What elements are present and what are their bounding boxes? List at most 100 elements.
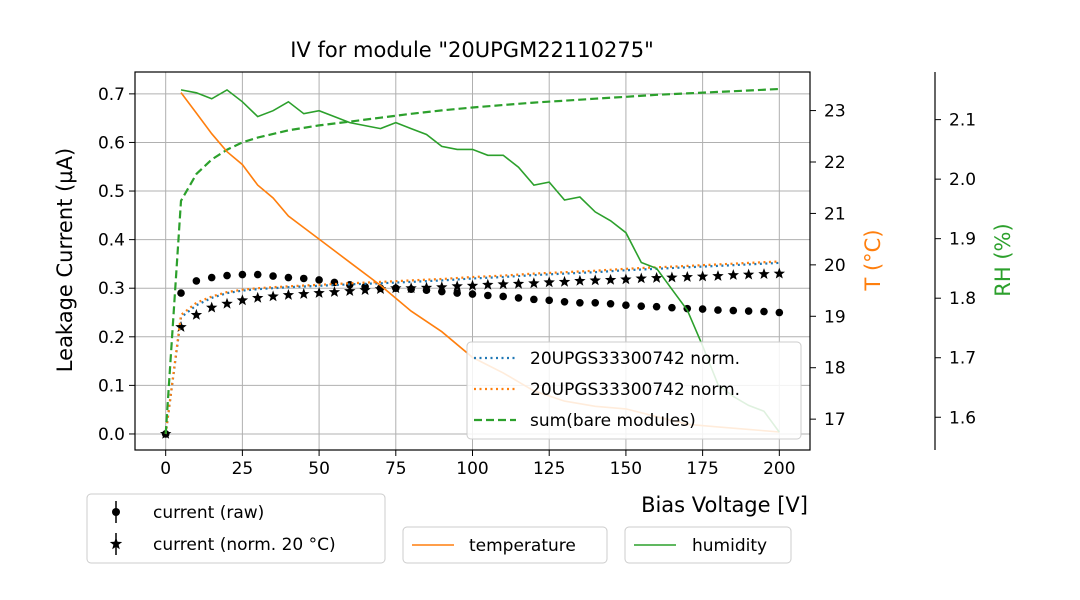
series-1-point [758, 268, 770, 279]
legend-entry: 20UPGS33300742 norm. [530, 380, 740, 400]
series-1-point [420, 281, 433, 293]
series-0-point [760, 307, 768, 316]
series-1-point [543, 276, 555, 288]
series-0-point [284, 273, 293, 282]
y2-tick-label: 19 [824, 307, 846, 327]
series-0-point [192, 277, 201, 285]
series-1-point [497, 278, 509, 290]
x-tick-label: 100 [456, 459, 488, 479]
legend-markers [86, 493, 386, 564]
series-0-point [207, 273, 216, 282]
series-1-point [666, 271, 678, 283]
y2-tick-label: 22 [824, 153, 846, 173]
series-0-point [514, 294, 523, 302]
y2-tick-label: 21 [824, 204, 846, 224]
series-1-point [359, 284, 371, 295]
series-0-point [499, 292, 507, 301]
series-0-point [606, 299, 615, 308]
series-0-point [729, 306, 738, 315]
series-1-point [221, 297, 233, 309]
y3-tick-label: 1.6 [949, 408, 976, 428]
series-0-point [269, 272, 277, 280]
series-1-point [589, 274, 601, 286]
series-1-point [528, 277, 540, 289]
series-1-point [282, 289, 295, 300]
series-1-point [267, 290, 279, 302]
series-0-point [453, 289, 461, 297]
legend-temperature [402, 526, 608, 564]
legend-marker-star [109, 537, 123, 550]
x-axis-label: Bias Voltage [V] [641, 493, 808, 517]
series-1-point [681, 271, 693, 282]
series-0-point [622, 301, 630, 310]
series-0-point [530, 295, 538, 304]
series-0-point [668, 303, 676, 312]
series-1-point [344, 285, 356, 296]
legend-entry: current (raw) [153, 503, 264, 523]
legend-marker-dot [112, 508, 120, 516]
x-tick-label: 25 [232, 459, 254, 479]
y-tick-label: 0.2 [98, 328, 125, 348]
series-0-point [744, 307, 753, 315]
series-0-point [775, 308, 784, 317]
series-1-point [635, 272, 647, 284]
series-0-point [652, 302, 661, 311]
y-axis-label: Leakage Current (µA) [53, 148, 77, 372]
series-1-point [558, 275, 571, 287]
y3-tick-label: 2.0 [949, 170, 976, 190]
x-tick-label: 125 [533, 459, 565, 479]
series-0-point [591, 298, 600, 307]
series-1-point [696, 270, 709, 282]
series-0-point [315, 276, 323, 284]
y3-tick-label: 2.1 [949, 111, 976, 131]
y2-axis-label: T (°C) [861, 229, 885, 291]
series-1-point [773, 267, 785, 279]
y2-tick-label: 20 [824, 256, 846, 276]
x-tick-label: 175 [686, 459, 718, 479]
y2-tick-label: 17 [824, 410, 846, 430]
y-tick-label: 0.6 [98, 133, 125, 153]
x-tick-label: 0 [160, 459, 171, 479]
x-tick-label: 50 [308, 459, 330, 479]
series-2-line [164, 261, 780, 435]
series-1-point [313, 287, 325, 298]
series-0-point [637, 302, 646, 310]
series-1-point [252, 291, 264, 303]
x-tick-label: 200 [763, 459, 795, 479]
series-0-point [560, 298, 569, 306]
legend-entry: current (norm. 20 °C) [153, 535, 336, 555]
series-1-point [466, 279, 479, 291]
x-tick-label: 75 [385, 459, 407, 479]
y-tick-label: 0.3 [98, 279, 125, 299]
series-0-point [253, 270, 262, 279]
series-1-point [206, 301, 218, 313]
series-1-point [620, 273, 632, 285]
legend-layer: 20UPGS33300742 norm. 20UPGS33300742 norm.… [86, 341, 802, 564]
series-0-point [223, 271, 231, 280]
series-1-point [650, 272, 663, 283]
series-1-point [712, 270, 724, 281]
series-1-point [190, 308, 203, 320]
series-0-point [238, 270, 247, 279]
y2-tick-label: 18 [824, 359, 846, 379]
legend-humidity [624, 526, 792, 564]
series-0-point [698, 305, 707, 313]
y3-axis-label: RH (%) [991, 223, 1015, 296]
chart-title: IV for module "20UPGM22110275" [290, 38, 654, 62]
legend-entry: 20UPGS33300742 norm. [530, 349, 740, 369]
series-0-point [576, 298, 584, 307]
series-1-point [436, 281, 448, 293]
series-1-point [482, 278, 494, 290]
series-1-point [175, 321, 187, 332]
y-tick-label: 0.7 [98, 85, 125, 105]
x-tick-label: 150 [610, 459, 642, 479]
series-0-point [545, 296, 554, 305]
series-1-point [604, 273, 617, 285]
y-tick-label: 0.5 [98, 182, 125, 202]
series-4-line [164, 87, 780, 435]
y3-tick-label: 1.9 [949, 230, 976, 250]
series-1-point [405, 282, 417, 294]
series-0-point [484, 291, 492, 300]
series-1-point [574, 274, 586, 286]
